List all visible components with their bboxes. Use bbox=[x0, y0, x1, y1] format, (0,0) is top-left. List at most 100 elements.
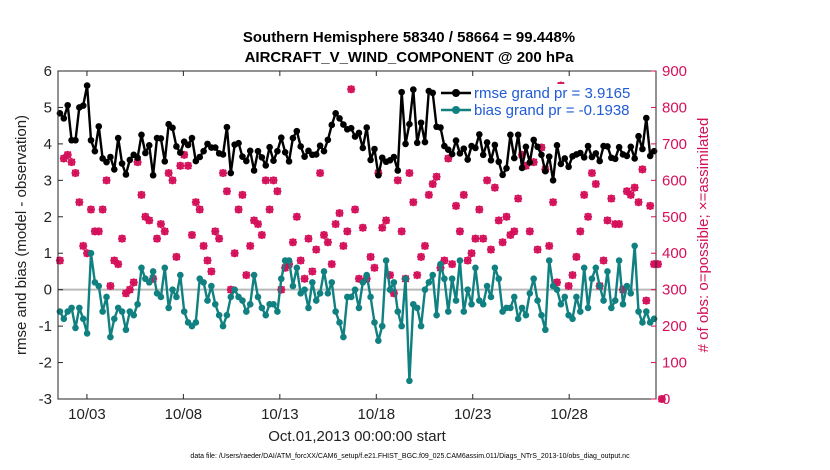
bias-point bbox=[433, 311, 440, 319]
obs-assimilated-point bbox=[261, 176, 270, 185]
rmse-point bbox=[479, 151, 487, 159]
rmse-point bbox=[530, 136, 537, 144]
y-tick-label: 6 bbox=[44, 63, 52, 80]
obs-assimilated-point bbox=[125, 285, 134, 294]
bias-point bbox=[615, 257, 623, 264]
bias-point bbox=[639, 319, 646, 326]
bias-point bbox=[118, 308, 126, 315]
obs-assimilated-point bbox=[424, 190, 433, 199]
obs-assimilated-point bbox=[191, 198, 200, 207]
rmse-point bbox=[316, 142, 324, 150]
rmse-point bbox=[87, 136, 95, 144]
rmse-point bbox=[293, 127, 301, 135]
rmse-point bbox=[549, 177, 557, 184]
bias-point bbox=[402, 275, 409, 283]
y-tick-label: -2 bbox=[39, 355, 52, 372]
rmse-point bbox=[83, 82, 91, 89]
rmse-point bbox=[417, 119, 425, 127]
bias-point bbox=[301, 286, 308, 293]
y2-tick-label: 800 bbox=[662, 99, 687, 116]
bias-point bbox=[149, 268, 157, 275]
obs-assimilated-point bbox=[300, 274, 309, 283]
obs-assimilated-point bbox=[347, 85, 356, 94]
bias-point bbox=[79, 315, 87, 323]
rmse-point bbox=[643, 114, 650, 122]
bias-point bbox=[95, 282, 103, 290]
y2-tick-label: 100 bbox=[662, 355, 687, 372]
obs-assimilated-point bbox=[184, 161, 193, 170]
rmse-point bbox=[336, 115, 343, 122]
obs-assimilated-point bbox=[308, 267, 317, 276]
bias-point bbox=[413, 304, 421, 312]
rmse-point bbox=[328, 121, 336, 129]
bias-point bbox=[569, 315, 576, 323]
obs-assimilated-point bbox=[323, 238, 332, 247]
obs-assimilated-point bbox=[366, 252, 375, 261]
bias-point bbox=[312, 297, 320, 304]
obs-assimilated-point bbox=[432, 172, 441, 181]
bias-point bbox=[110, 315, 118, 323]
rmse-point bbox=[340, 121, 347, 128]
rmse-point bbox=[398, 88, 405, 96]
rmse-point bbox=[592, 150, 600, 157]
obs-assimilated-point bbox=[638, 165, 647, 174]
bias-point bbox=[161, 264, 169, 272]
rmse-point bbox=[472, 144, 479, 152]
rmse-point bbox=[371, 145, 378, 153]
rmse-point bbox=[510, 154, 518, 162]
rmse-point bbox=[483, 139, 491, 146]
bias-point bbox=[243, 308, 250, 315]
bias-point bbox=[514, 315, 522, 323]
y2-tick-label: 900 bbox=[662, 63, 687, 80]
obs-assimilated-point bbox=[133, 158, 142, 167]
bias-point bbox=[169, 286, 176, 293]
obs-assimilated-point bbox=[67, 158, 76, 167]
obs-assimilated-point bbox=[455, 227, 464, 236]
rmse-point bbox=[460, 145, 468, 152]
obs-assimilated-point bbox=[607, 194, 616, 203]
rmse-point bbox=[421, 138, 429, 146]
obs-assimilated-point bbox=[533, 245, 542, 254]
y2-tick-label: 500 bbox=[662, 209, 687, 226]
obs-assimilated-point bbox=[238, 190, 247, 199]
obs-assimilated-point bbox=[386, 271, 395, 280]
obs-assimilated-point bbox=[281, 263, 290, 272]
bias-point bbox=[192, 319, 200, 326]
obs-assimilated-point bbox=[199, 241, 208, 250]
obs-assimilated-point bbox=[145, 216, 154, 225]
obs-assimilated-point bbox=[83, 249, 92, 258]
rmse-point bbox=[464, 156, 471, 163]
rmse-point bbox=[262, 162, 270, 169]
bias-point bbox=[223, 311, 231, 319]
obs-assimilated-point bbox=[459, 190, 468, 199]
obs-assimilated-point bbox=[55, 256, 64, 265]
footnote: data file: /Users/raeder/DAI/ATM_forcXX/… bbox=[190, 453, 630, 460]
bias-point bbox=[173, 293, 180, 301]
rmse-point bbox=[631, 155, 638, 162]
rmse-point bbox=[223, 123, 231, 131]
rmse-point bbox=[196, 153, 204, 161]
legend: rmse grand pr = 3.9165 bias grand pr = -… bbox=[438, 84, 640, 122]
bias-point bbox=[293, 264, 301, 272]
obs-assimilated-point bbox=[207, 267, 216, 276]
bias-point bbox=[553, 286, 561, 293]
bias-point bbox=[99, 308, 106, 315]
rmse-point bbox=[246, 147, 254, 155]
rmse-point bbox=[359, 144, 367, 152]
rmse-point bbox=[285, 158, 293, 165]
bias-series-line bbox=[58, 244, 655, 382]
rmse-point bbox=[561, 155, 569, 162]
y-axis-label: rmse and bias (model - observation) bbox=[13, 115, 30, 355]
bias-point bbox=[246, 300, 254, 308]
bias-point bbox=[417, 322, 425, 330]
rmse-point bbox=[534, 143, 541, 151]
bias-point bbox=[76, 304, 83, 312]
obs-assimilated-point bbox=[149, 274, 158, 283]
bias-point bbox=[468, 300, 475, 308]
rmse-point bbox=[281, 148, 289, 156]
obs-assimilated-point bbox=[63, 150, 72, 159]
bias-point bbox=[542, 326, 549, 334]
obs-assimilated-point bbox=[463, 256, 472, 265]
bias-point bbox=[211, 300, 219, 308]
y-tick-label: -3 bbox=[39, 391, 52, 408]
